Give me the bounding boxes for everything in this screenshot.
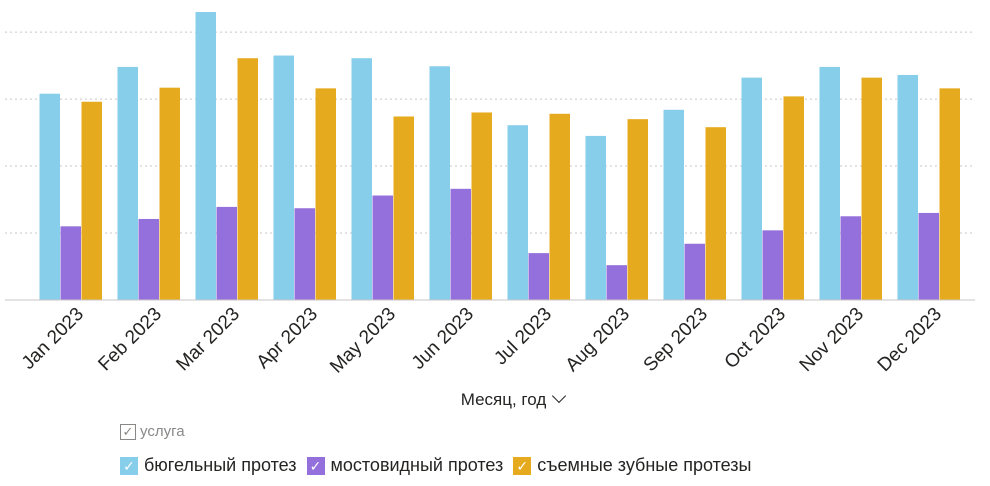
x-tick-label: Aug 2023	[562, 304, 634, 376]
bar[interactable]	[897, 74, 919, 301]
x-tick-label: Sep 2023	[640, 304, 712, 376]
bar[interactable]	[294, 208, 316, 300]
legend-item-bridge[interactable]: ✓ мостовидный протез	[306, 455, 504, 476]
legend: ✓ бюгельный протез ✓ мостовидный протез …	[120, 455, 761, 476]
bar[interactable]	[429, 66, 451, 300]
legend-swatch-check-icon[interactable]: ✓	[513, 456, 532, 475]
bar[interactable]	[663, 109, 685, 301]
x-tick-labels: Jan 2023 Feb 2023 Mar 2023 Apr 2023 May 2023…	[18, 304, 946, 378]
bars	[39, 12, 961, 301]
x-tick-label: Jun 2023	[408, 304, 478, 374]
bar-chart: Jan 2023 Feb 2023 Mar 2023 Apr 2023 May 2023…	[5, 12, 975, 378]
bar[interactable]	[528, 253, 550, 300]
bar[interactable]	[393, 116, 415, 300]
bar[interactable]	[237, 58, 259, 300]
bar[interactable]	[840, 216, 862, 300]
bar[interactable]	[684, 243, 706, 300]
x-tick-label: Jul 2023	[490, 304, 556, 370]
x-tick-label: Oct 2023	[721, 304, 790, 373]
chevron-down-icon[interactable]	[552, 388, 567, 404]
bar[interactable]	[549, 113, 571, 300]
legend-item-label: съемные зубные протезы	[537, 455, 752, 475]
bar[interactable]	[117, 66, 139, 300]
x-tick-label: Nov 2023	[796, 304, 868, 376]
legend-item-label: бюгельный протез	[144, 455, 297, 475]
legend-item-bugel[interactable]: ✓ бюгельный протез	[120, 455, 297, 476]
x-axis-title-area: Месяц, год	[0, 388, 990, 410]
bar[interactable]	[819, 66, 841, 300]
legend-title[interactable]: ✓ услуга	[120, 423, 185, 440]
bar[interactable]	[585, 135, 607, 300]
x-tick-label: Jan 2023	[18, 304, 88, 374]
bar[interactable]	[627, 119, 649, 301]
x-tick-label: Feb 2023	[94, 304, 166, 376]
bar[interactable]	[273, 55, 295, 301]
bar[interactable]	[351, 58, 373, 300]
bar[interactable]	[762, 230, 784, 300]
bar[interactable]	[138, 218, 160, 300]
x-axis-title: Месяц, год	[460, 390, 547, 409]
legend-swatch-check-icon[interactable]: ✓	[120, 456, 138, 475]
bar[interactable]	[705, 127, 727, 300]
bar[interactable]	[606, 265, 628, 300]
bar[interactable]	[315, 88, 337, 300]
x-tick-label: May 2023	[326, 304, 400, 378]
legend-title-label: услуга	[140, 423, 185, 440]
legend-item-label: мостовидный протез	[330, 455, 504, 475]
legend-swatch-check-icon[interactable]: ✓	[306, 456, 325, 475]
bar[interactable]	[939, 88, 961, 300]
x-tick-label: Dec 2023	[874, 304, 946, 376]
bar[interactable]	[450, 188, 472, 300]
legend-item-removable[interactable]: ✓ съемные зубные протезы	[513, 455, 751, 476]
x-tick-label: Mar 2023	[172, 304, 244, 376]
bar[interactable]	[372, 195, 394, 300]
bar[interactable]	[783, 96, 805, 300]
bar[interactable]	[861, 77, 883, 300]
bar[interactable]	[216, 206, 238, 300]
checkbox-icon[interactable]: ✓	[120, 423, 136, 440]
x-tick-label: Apr 2023	[253, 304, 322, 373]
bar[interactable]	[39, 93, 61, 300]
bar[interactable]	[159, 87, 181, 301]
bar[interactable]	[918, 212, 940, 300]
bar[interactable]	[81, 101, 103, 300]
bar[interactable]	[507, 125, 529, 300]
bar[interactable]	[471, 112, 493, 300]
bar[interactable]	[60, 226, 82, 300]
bar[interactable]	[195, 12, 217, 300]
bar[interactable]	[741, 77, 763, 300]
